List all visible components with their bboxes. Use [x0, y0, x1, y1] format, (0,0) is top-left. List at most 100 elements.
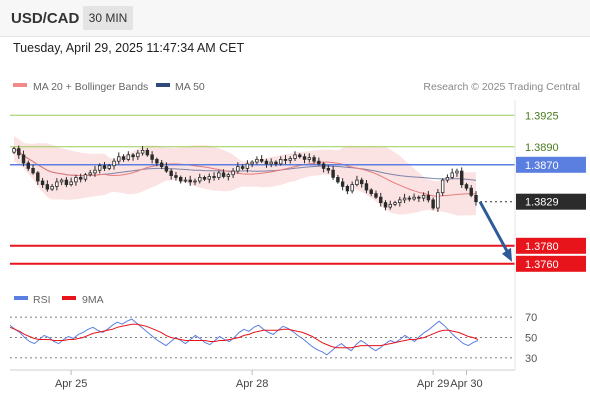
candle-body: [117, 156, 121, 162]
candle-body: [202, 176, 207, 180]
candle: [78, 173, 83, 183]
candle-body: [174, 175, 178, 178]
candle-body: [207, 176, 211, 180]
candle-body: [36, 172, 40, 182]
level-badge: [516, 193, 586, 210]
candle: [255, 156, 259, 165]
candle: [155, 157, 159, 167]
candle-body: [455, 170, 459, 174]
candle-body: [183, 179, 188, 182]
candle: [145, 147, 150, 157]
candle: [340, 178, 345, 191]
candle-body: [369, 189, 373, 194]
candle: [464, 182, 469, 191]
candle: [240, 164, 245, 171]
candle-body: [83, 174, 88, 180]
candle-body: [107, 165, 111, 169]
candle: [307, 153, 312, 163]
candle-body: [388, 203, 392, 208]
candle-body: [88, 172, 92, 176]
candle: [50, 183, 54, 191]
candle: [221, 169, 226, 179]
candle-body: [298, 154, 302, 158]
x-tick-label: Apr 28: [236, 378, 268, 390]
x-tick-label: Apr 25: [55, 378, 87, 390]
candle-body: [164, 166, 169, 172]
candle: [174, 171, 178, 181]
candle: [259, 155, 264, 163]
candle: [264, 158, 269, 168]
ma50-legend-swatch: [156, 83, 170, 87]
candle-body: [293, 154, 297, 159]
candle-body: [312, 157, 316, 162]
candle-body: [412, 196, 416, 200]
candle: [164, 162, 169, 173]
moving-averages: [13, 148, 477, 197]
ma20-legend-label: MA 20 + Bollinger Bands: [33, 81, 148, 93]
candle-body: [345, 185, 350, 192]
candle: [388, 200, 392, 210]
x-tick-label: Apr 30: [450, 378, 482, 390]
candle: [212, 172, 216, 181]
candle: [421, 192, 426, 202]
candle-body: [112, 160, 116, 167]
price-level-labels: 1.3925 1.3890 1.3870 1.3829 1.3780 1.3760: [516, 110, 586, 272]
candle: [36, 171, 40, 185]
candle: [150, 151, 154, 164]
candle-body: [55, 181, 59, 187]
ma20-legend-swatch: [13, 83, 27, 87]
candle-body: [445, 176, 450, 181]
candle: [188, 175, 192, 186]
candle: [55, 178, 59, 191]
candle-body: [12, 148, 16, 153]
timeframe-button[interactable]: 30 MIN: [83, 6, 133, 30]
candle-body: [355, 179, 359, 186]
level-text: 1.3760: [525, 259, 559, 271]
candle: [393, 200, 397, 207]
candle-body: [359, 179, 364, 185]
candle: [350, 181, 354, 194]
candle-body: [102, 165, 107, 169]
candle-body: [417, 196, 421, 199]
level-label-1.3829: 1.3829: [516, 193, 586, 210]
candle-body: [317, 160, 321, 165]
candle: [98, 163, 102, 174]
rsi-ma-line: [9, 323, 479, 349]
candle: [288, 156, 292, 164]
candle-body: [379, 196, 383, 203]
symbol-title: USD/CAD: [11, 10, 80, 27]
candle-body: [17, 148, 21, 156]
candle: [326, 165, 331, 174]
candle: [369, 188, 373, 197]
candle-body: [302, 156, 307, 160]
candle: [374, 190, 378, 199]
rsi-legend-label: RSI: [33, 294, 51, 306]
candle-body: [155, 158, 159, 164]
level-text: 1.3925: [525, 110, 559, 122]
candle-body: [78, 176, 83, 180]
candle-body: [421, 194, 426, 199]
level-label-1.3890: 1.3890: [525, 142, 559, 154]
candle: [364, 180, 369, 194]
candle: [202, 175, 207, 181]
candle-body: [136, 152, 140, 158]
candle-body: [255, 158, 259, 163]
candle-body: [383, 202, 388, 208]
candle-body: [98, 165, 102, 171]
candle: [207, 173, 211, 184]
candle: [274, 160, 278, 167]
candle: [312, 155, 316, 164]
candle-body: [336, 176, 340, 183]
x-tick-label: Apr 29: [417, 378, 449, 390]
candle-body: [69, 181, 73, 185]
level-badge: [516, 255, 586, 272]
rsi-tick-70: 70: [525, 312, 537, 324]
candle: [269, 158, 273, 168]
candle-body: [259, 158, 264, 162]
candle-body: [217, 172, 221, 178]
candle-body: [31, 167, 35, 174]
forecast-arrow-head: [502, 247, 512, 262]
candle: [236, 162, 240, 174]
candle-body: [326, 167, 331, 171]
level-label-1.3925: 1.3925: [525, 110, 559, 122]
